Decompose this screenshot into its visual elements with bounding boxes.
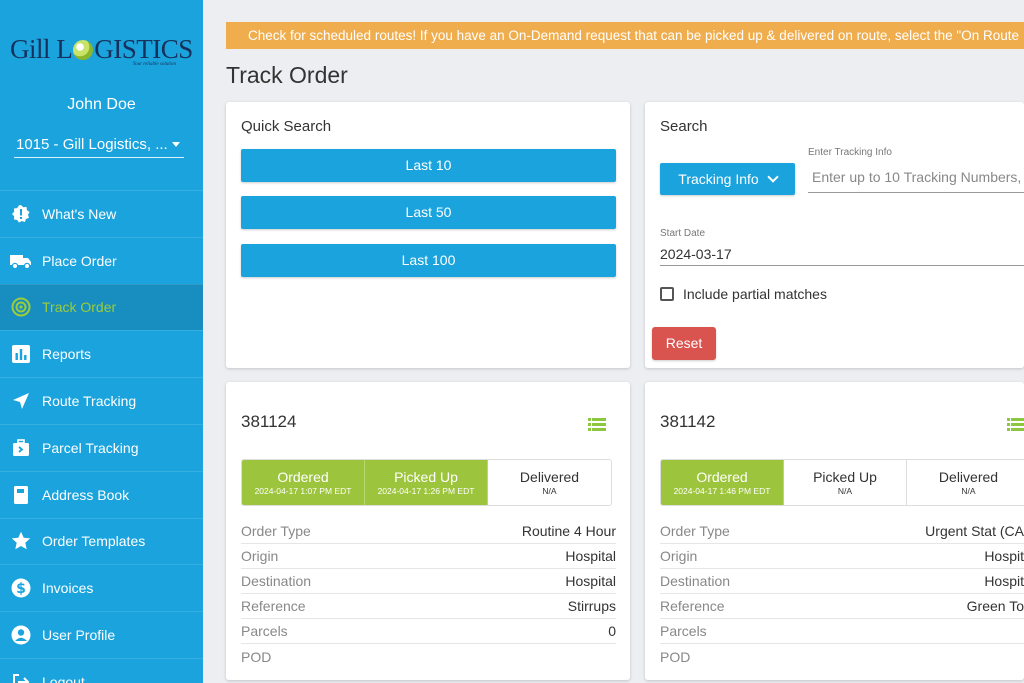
radar-icon	[10, 296, 32, 318]
order-id: 381124	[241, 412, 297, 431]
status-step-delivered: Delivered N/A	[907, 460, 1024, 505]
quick-search-title: Quick Search	[241, 118, 332, 135]
nav-item-order-templates[interactable]: Order Templates	[0, 517, 203, 565]
order-status-tracker: Ordered 2024-04-17 1:46 PM EDT Picked Up…	[660, 459, 1024, 506]
tracking-info-label: Enter Tracking Info	[808, 147, 892, 158]
nav-item-address-book[interactable]: Address Book	[0, 470, 203, 518]
user-icon	[10, 624, 32, 646]
search-title: Search	[660, 118, 708, 135]
nav-item-place-order[interactable]: Place Order	[0, 236, 203, 284]
bar-chart-icon	[10, 343, 32, 365]
detail-row-reference: Reference Stirrups	[241, 594, 616, 619]
dollar-icon: $	[10, 577, 32, 599]
last-10-button[interactable]: Last 10	[241, 149, 616, 182]
last-100-button[interactable]: Last 100	[241, 244, 616, 277]
detail-row-origin: Origin Hospit	[660, 544, 1024, 569]
nav-item-parcel-tracking[interactable]: Parcel Tracking	[0, 423, 203, 471]
status-step-delivered: Delivered N/A	[488, 460, 611, 505]
partial-matches-label: Include partial matches	[683, 286, 827, 302]
order-status-tracker: Ordered 2024-04-17 1:07 PM EDT Picked Up…	[241, 459, 612, 506]
briefcase-icon	[10, 437, 32, 459]
status-step-picked-up: Picked Up 2024-04-17 1:26 PM EDT	[365, 460, 488, 505]
star-icon	[10, 530, 32, 552]
search-card: Search Tracking Info Enter Tracking Info…	[645, 102, 1024, 368]
scheduled-routes-banner: Check for scheduled routes! If you have …	[226, 22, 1024, 49]
logo-tagline: Your reliable solution	[132, 62, 176, 67]
gill-logistics-logo[interactable]: Gill L GISTICS Your reliable solution	[10, 34, 193, 67]
navigation-arrow-icon	[10, 390, 32, 412]
user-name: John Doe	[67, 96, 136, 113]
nav-item-reports[interactable]: Reports	[0, 330, 203, 377]
detail-row-pod: POD	[241, 648, 272, 665]
nav-item-route-tracking[interactable]: Route Tracking	[0, 377, 203, 424]
detail-row-order-type: Order Type Urgent Stat (CA	[660, 519, 1024, 544]
last-50-button[interactable]: Last 50	[241, 196, 616, 229]
list-icon[interactable]	[588, 418, 606, 432]
status-step-picked-up: Picked Up N/A	[784, 460, 907, 505]
detail-row-destination: Destination Hospital	[241, 569, 616, 594]
list-icon[interactable]	[1007, 418, 1024, 432]
nav-item-track-order[interactable]: Track Order	[0, 283, 203, 331]
start-date-input[interactable]	[660, 242, 1024, 266]
logout-icon	[10, 671, 32, 683]
detail-row-origin: Origin Hospital	[241, 544, 616, 569]
detail-row-order-type: Order Type Routine 4 Hour	[241, 519, 616, 544]
sidebar: Gill L GISTICS Your reliable solution Joh…	[0, 0, 203, 683]
nav-item-whats-new[interactable]: What's New	[0, 190, 203, 237]
alert-badge-icon	[10, 203, 32, 225]
detail-row-parcels: Parcels	[660, 619, 1024, 644]
account-select-value: 1015 - Gill Logistics, ...	[16, 136, 168, 153]
nav-item-user-profile[interactable]: User Profile	[0, 611, 203, 658]
quick-search-card: Quick Search Last 10 Last 50 Last 100	[226, 102, 630, 368]
page-title: Track Order	[226, 62, 348, 88]
detail-row-destination: Destination Hospit	[660, 569, 1024, 594]
detail-row-reference: Reference Green To	[660, 594, 1024, 619]
detail-row-pod: POD	[660, 648, 691, 665]
truck-icon	[10, 250, 32, 272]
nav-item-invoices[interactable]: $ Invoices	[0, 564, 203, 611]
order-card: 381124 Ordered 2024-04-17 1:07 PM EDT Pi…	[226, 382, 630, 680]
tracking-info-dropdown[interactable]: Tracking Info	[660, 163, 795, 195]
nav-item-logout[interactable]: Logout	[0, 657, 203, 683]
start-date-label: Start Date	[660, 228, 706, 239]
status-step-ordered: Ordered 2024-04-17 1:46 PM EDT	[661, 460, 784, 505]
sidebar-nav: What's New Place Order Track Order Repor…	[0, 190, 203, 683]
detail-row-parcels: Parcels 0	[241, 619, 616, 644]
globe-icon	[73, 40, 94, 60]
chevron-down-icon	[767, 171, 779, 183]
partial-matches-checkbox[interactable]	[660, 287, 674, 301]
svg-text:$: $	[16, 581, 26, 597]
account-select[interactable]: 1015 - Gill Logistics, ...	[14, 132, 184, 158]
caret-down-icon	[172, 142, 180, 147]
order-card: 381142 Ordered 2024-04-17 1:46 PM EDT Pi…	[645, 382, 1024, 680]
order-id: 381142	[660, 412, 716, 431]
reset-button[interactable]: Reset	[652, 327, 716, 360]
tracking-number-input[interactable]	[808, 162, 1024, 193]
partial-matches-row: Include partial matches	[660, 286, 827, 302]
book-icon	[10, 484, 32, 506]
status-step-ordered: Ordered 2024-04-17 1:07 PM EDT	[242, 460, 365, 505]
